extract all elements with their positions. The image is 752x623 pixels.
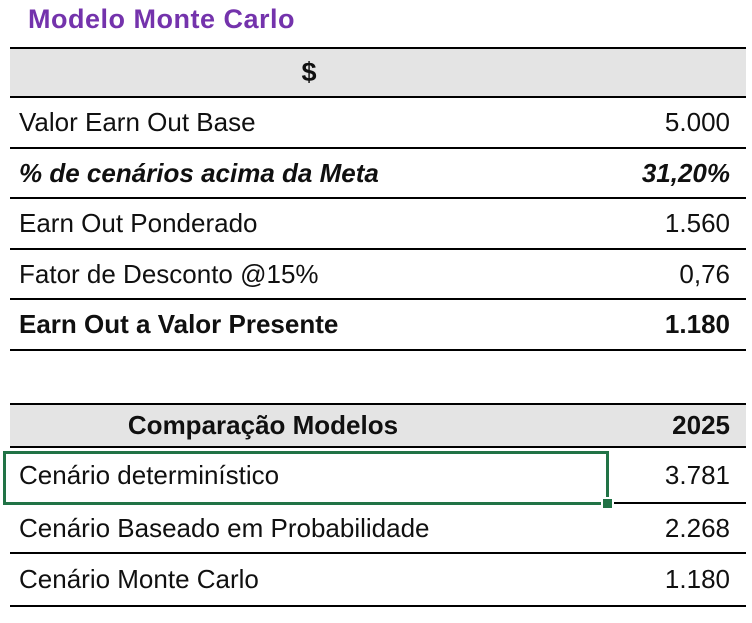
row-value: 1.180	[664, 564, 730, 594]
earn-out-table-header[interactable]: $	[10, 47, 746, 98]
table-row[interactable]: Earn Out Ponderado 1.560	[10, 199, 746, 250]
row-label: Earn Out a Valor Presente	[19, 309, 339, 339]
row-value: 3.781	[664, 459, 730, 490]
row-label: Cenário determinístico	[19, 459, 280, 490]
row-label: Valor Earn Out Base	[19, 107, 256, 137]
row-value: 1.560	[664, 208, 730, 238]
table-row[interactable]: Cenário Baseado em Probabilidade 2.268	[10, 504, 746, 554]
row-label: Earn Out Ponderado	[19, 208, 258, 238]
comparison-table-header[interactable]: Comparação Modelos 2025	[10, 403, 746, 448]
row-label: % de cenários acima da Meta	[19, 157, 379, 188]
row-value: 0,76	[679, 258, 730, 289]
row-label: Cenário Monte Carlo	[19, 564, 259, 594]
table-row[interactable]: Valor Earn Out Base 5.000	[10, 98, 746, 149]
cell-selection-border[interactable]	[3, 451, 612, 508]
table-row[interactable]: Earn Out a Valor Presente 1.180	[10, 300, 746, 351]
earn-out-table: $ Valor Earn Out Base 5.000 % de cenário…	[10, 47, 746, 351]
comparison-header-year: 2025	[672, 410, 730, 440]
row-value: 5.000	[664, 107, 730, 137]
fill-handle[interactable]	[603, 499, 612, 508]
row-value: 31,20%	[641, 157, 730, 188]
table-row[interactable]: Cenário Monte Carlo 1.180	[10, 554, 746, 607]
page-title: Modelo Monte Carlo	[28, 4, 295, 34]
comparison-header-title: Comparação Modelos	[127, 410, 399, 440]
comparison-table: Comparação Modelos 2025 Cenário determin…	[10, 403, 746, 607]
row-label: Fator de Desconto @15%	[19, 258, 319, 289]
row-value: 2.268	[664, 512, 730, 543]
row-value: 1.180	[664, 309, 730, 339]
row-label: Cenário Baseado em Probabilidade	[19, 512, 430, 543]
table-row[interactable]: Fator de Desconto @15% 0,76	[10, 250, 746, 300]
table-row[interactable]: % de cenários acima da Meta 31,20%	[10, 149, 746, 199]
table-row-selected[interactable]: Cenário determinístico 3.781	[10, 448, 746, 504]
earn-out-header-currency-label: $	[301, 57, 317, 87]
